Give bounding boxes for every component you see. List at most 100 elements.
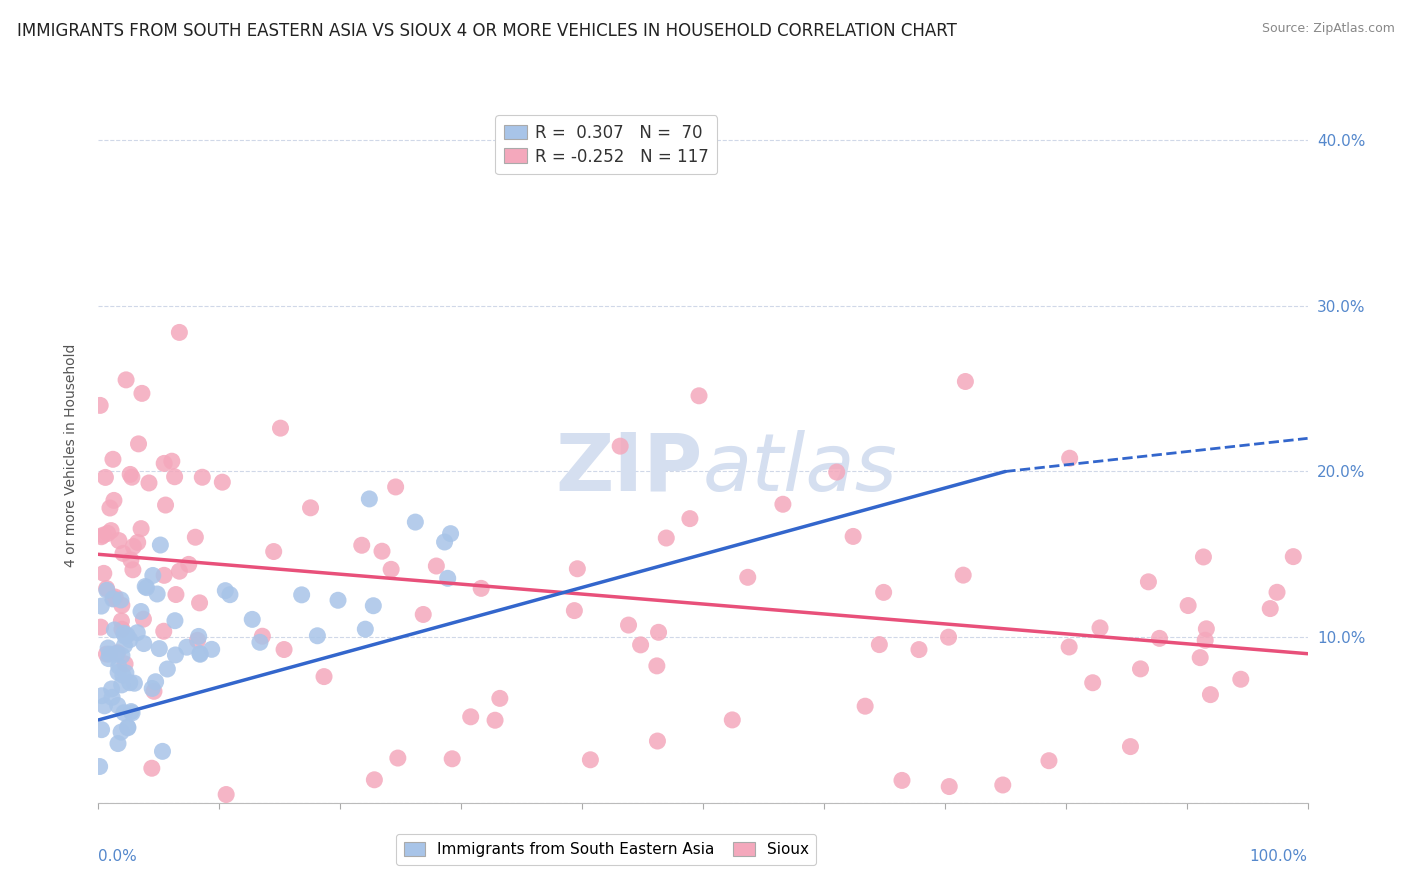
- Point: [645, 659, 668, 673]
- Point: [117, 721, 139, 735]
- Point: [842, 529, 865, 543]
- Point: [100, 681, 122, 696]
- Point: [1265, 585, 1288, 599]
- Point: [647, 734, 669, 748]
- Point: [263, 544, 285, 558]
- Point: [156, 662, 179, 676]
- Point: [163, 469, 186, 483]
- Point: [412, 607, 434, 622]
- Point: [142, 568, 165, 582]
- Point: [721, 713, 744, 727]
- Point: [169, 326, 191, 340]
- Point: [115, 665, 138, 680]
- Point: [111, 546, 134, 560]
- Point: [96, 582, 118, 596]
- Point: [489, 691, 512, 706]
- Point: [90, 599, 112, 613]
- Point: [439, 526, 461, 541]
- Point: [134, 580, 156, 594]
- Point: [872, 585, 894, 599]
- Point: [908, 642, 931, 657]
- Point: [117, 720, 139, 734]
- Point: [1189, 650, 1212, 665]
- Point: [90, 620, 112, 634]
- Point: [312, 670, 335, 684]
- Point: [252, 629, 274, 643]
- Point: [115, 373, 138, 387]
- Point: [1282, 549, 1305, 564]
- Point: [1059, 451, 1081, 466]
- Point: [1199, 688, 1222, 702]
- Point: [152, 624, 174, 639]
- Point: [108, 533, 131, 548]
- Point: [94, 470, 117, 484]
- Point: [433, 535, 456, 549]
- Point: [201, 642, 224, 657]
- Point: [97, 526, 120, 541]
- Point: [90, 530, 112, 544]
- Point: [1137, 574, 1160, 589]
- Point: [177, 558, 200, 572]
- Point: [110, 614, 132, 628]
- Point: [617, 618, 640, 632]
- Point: [191, 470, 214, 484]
- Point: [609, 439, 631, 453]
- Point: [165, 588, 187, 602]
- Point: [129, 522, 152, 536]
- Point: [354, 622, 377, 636]
- Point: [567, 562, 589, 576]
- Point: [187, 629, 209, 643]
- Point: [176, 640, 198, 655]
- Point: [425, 559, 447, 574]
- Text: 0.0%: 0.0%: [98, 849, 138, 864]
- Text: Source: ZipAtlas.com: Source: ZipAtlas.com: [1261, 22, 1395, 36]
- Point: [141, 681, 163, 696]
- Point: [118, 632, 141, 647]
- Point: [470, 582, 492, 596]
- Point: [404, 515, 426, 529]
- Point: [148, 641, 170, 656]
- Text: atlas: atlas: [703, 430, 898, 508]
- Point: [101, 591, 124, 606]
- Point: [211, 475, 233, 490]
- Point: [118, 675, 141, 690]
- Point: [93, 698, 115, 713]
- Point: [291, 588, 314, 602]
- Point: [387, 751, 409, 765]
- Point: [103, 591, 125, 606]
- Point: [359, 491, 381, 506]
- Point: [688, 389, 710, 403]
- Point: [89, 759, 111, 773]
- Point: [460, 710, 482, 724]
- Point: [737, 570, 759, 584]
- Point: [121, 706, 143, 720]
- Text: ZIP: ZIP: [555, 430, 703, 508]
- Point: [111, 678, 134, 692]
- Point: [138, 475, 160, 490]
- Point: [484, 713, 506, 727]
- Point: [112, 626, 135, 640]
- Point: [184, 530, 207, 544]
- Point: [97, 640, 120, 655]
- Point: [107, 665, 129, 680]
- Point: [1149, 632, 1171, 646]
- Point: [853, 699, 876, 714]
- Point: [165, 648, 187, 662]
- Point: [868, 638, 890, 652]
- Point: [145, 674, 167, 689]
- Point: [564, 604, 586, 618]
- Point: [952, 568, 974, 582]
- Text: IMMIGRANTS FROM SOUTH EASTERN ASIA VS SIOUX 4 OR MORE VEHICLES IN HOUSEHOLD CORR: IMMIGRANTS FROM SOUTH EASTERN ASIA VS SI…: [17, 22, 956, 40]
- Point: [103, 493, 125, 508]
- Point: [153, 457, 176, 471]
- Point: [89, 398, 111, 412]
- Point: [105, 647, 128, 661]
- Point: [350, 538, 373, 552]
- Point: [122, 563, 145, 577]
- Point: [100, 524, 122, 538]
- Point: [115, 628, 138, 642]
- Point: [1194, 633, 1216, 648]
- Y-axis label: 4 or more Vehicles in Household: 4 or more Vehicles in Household: [63, 343, 77, 566]
- Point: [120, 467, 142, 482]
- Point: [114, 657, 136, 671]
